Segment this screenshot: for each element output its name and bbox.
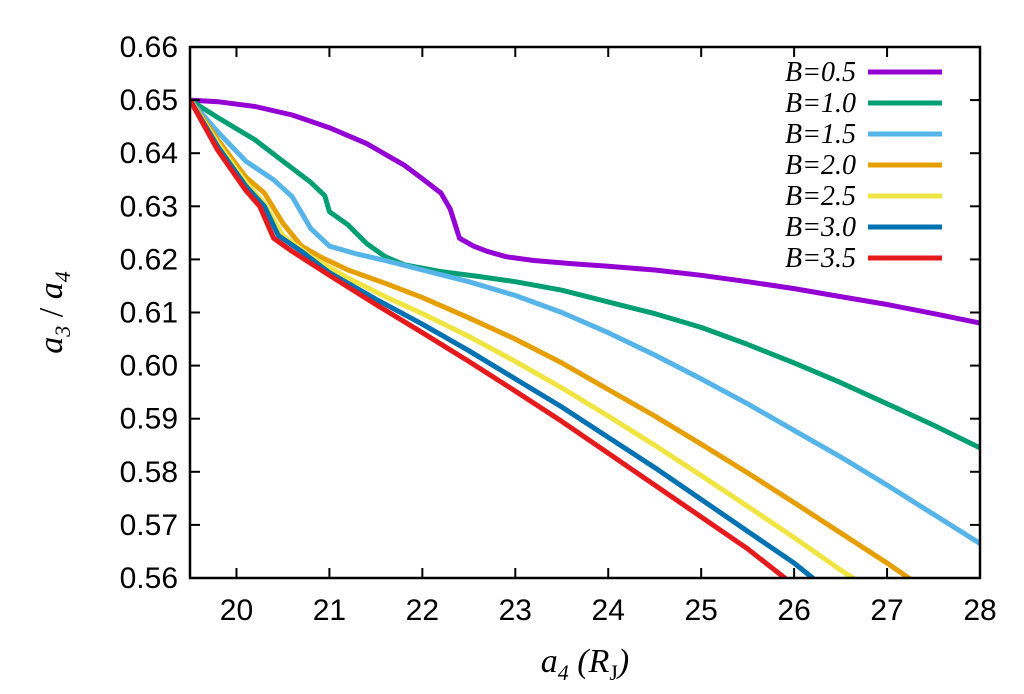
legend-label-0: B=0.5 (785, 57, 856, 88)
y-tick-label: 0.63 (120, 190, 178, 223)
y-tick-label: 0.64 (120, 137, 178, 170)
x-axis-title-unit-open: (R (569, 643, 610, 680)
legend-label-6: B=3.5 (785, 243, 856, 274)
series-line-4 (190, 97, 857, 578)
y-axis: 0.56 0.57 0.58 0.59 0.60 0.61 0.62 0.63 0.64 0.65… (120, 31, 980, 595)
y-tick-label: 0.56 (120, 562, 178, 595)
legend: B=0.5B=1.0B=1.5B=2.0B=2.5B=3.0B=3.5 (785, 57, 942, 274)
y-tick-label: 0.62 (120, 243, 178, 276)
x-axis: 20 21 22 23 24 25 26 27 28 (220, 47, 997, 627)
x-axis-title-sub: 4 (558, 660, 569, 685)
y-axis-title-num: a (33, 337, 70, 354)
series-line-5 (190, 97, 816, 578)
series-layer (190, 97, 980, 578)
legend-label-3: B=2.0 (785, 150, 856, 181)
y-axis-title-sep: / (33, 299, 70, 325)
series-line-3 (190, 97, 914, 578)
y-tick-label: 0.60 (120, 350, 178, 383)
y-tick-label: 0.59 (120, 403, 178, 436)
legend-label-2: B=1.5 (785, 119, 856, 150)
y-axis-title-den-sub: 4 (50, 271, 75, 282)
x-axis-title-unit-close: ) (616, 643, 629, 680)
x-tick-label: 25 (684, 594, 717, 627)
x-tick-label: 23 (499, 594, 532, 627)
legend-label-5: B=3.0 (785, 212, 856, 243)
x-tick-label: 27 (870, 594, 903, 627)
y-axis-title-num-sub: 3 (50, 326, 75, 338)
y-axis-title-den: a (33, 282, 70, 299)
legend-label-4: B=2.5 (785, 181, 856, 212)
x-tick-label: 24 (592, 594, 625, 627)
y-tick-label: 0.58 (120, 456, 178, 489)
x-tick-label: 28 (963, 594, 996, 627)
y-tick-label: 0.61 (120, 297, 178, 330)
y-tick-label: 0.57 (120, 509, 178, 542)
x-tick-label: 26 (777, 594, 810, 627)
x-tick-label: 22 (406, 594, 439, 627)
x-axis-title: a4 (RJ) (541, 643, 629, 685)
series-line-1 (190, 97, 980, 451)
x-tick-label: 21 (313, 594, 346, 627)
y-tick-label: 0.65 (120, 84, 178, 117)
x-axis-title-unit-sub: J (609, 660, 618, 685)
plot-frame (188, 45, 982, 580)
series-line-0 (190, 97, 980, 326)
series-line-2 (190, 97, 980, 546)
x-tick-label: 20 (220, 594, 253, 627)
y-axis-title: a3 / a4 (33, 271, 75, 353)
series-line-6 (190, 97, 788, 578)
y-tick-label: 0.66 (120, 31, 178, 64)
legend-label-1: B=1.0 (785, 88, 856, 119)
x-axis-title-base: a (541, 643, 558, 680)
